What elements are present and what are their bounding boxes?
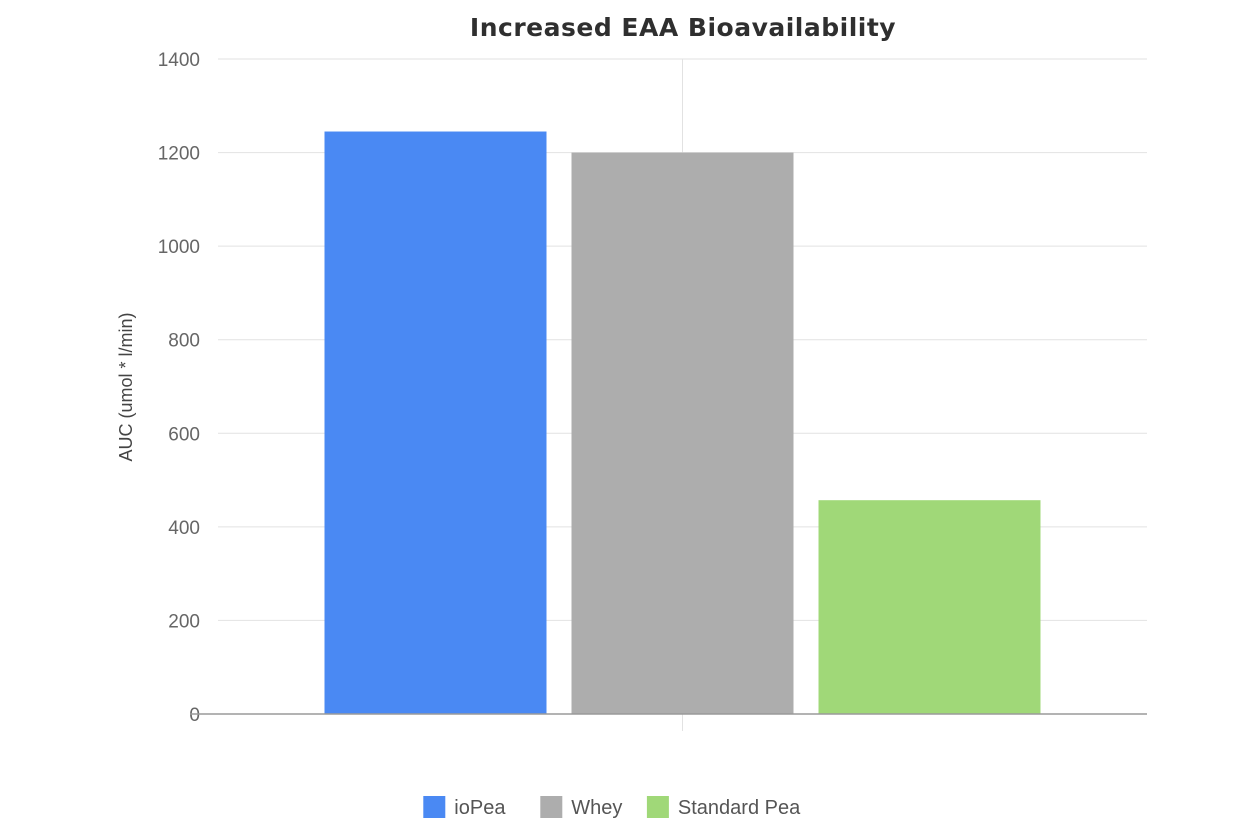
y-tick-label: 1200 — [158, 144, 200, 165]
y-tick-label: 1000 — [158, 237, 200, 258]
y-tick-label: 200 — [168, 611, 200, 632]
y-axis-label: AUC (umol * l/min) — [116, 312, 136, 461]
legend-label-standard-pea[interactable]: Standard Pea — [678, 797, 801, 819]
legend-swatch-iopea[interactable] — [423, 796, 446, 818]
y-tick-label: 400 — [168, 518, 200, 539]
legend-swatch-whey[interactable] — [540, 796, 563, 818]
chart-title: Increased EAA Bioavailability — [470, 13, 896, 42]
bars — [324, 131, 1041, 715]
bar-standard-pea[interactable] — [818, 500, 1041, 714]
legend-label-iopea[interactable]: ioPea — [454, 797, 506, 819]
y-tick-label: 800 — [168, 331, 200, 352]
legend-swatch-standard-pea[interactable] — [646, 796, 669, 818]
bar-iopea[interactable] — [324, 131, 547, 715]
y-tick-label: 0 — [189, 705, 200, 726]
y-tick-label: 1400 — [158, 50, 200, 71]
legend[interactable]: ioPea Whey Standard Pea — [423, 796, 801, 819]
y-tick-label: 600 — [168, 424, 200, 445]
y-axis-ticks: 0 200 400 600 800 1000 1200 1400 — [158, 50, 200, 726]
bar-whey[interactable] — [571, 152, 794, 715]
legend-label-whey[interactable]: Whey — [571, 797, 622, 819]
